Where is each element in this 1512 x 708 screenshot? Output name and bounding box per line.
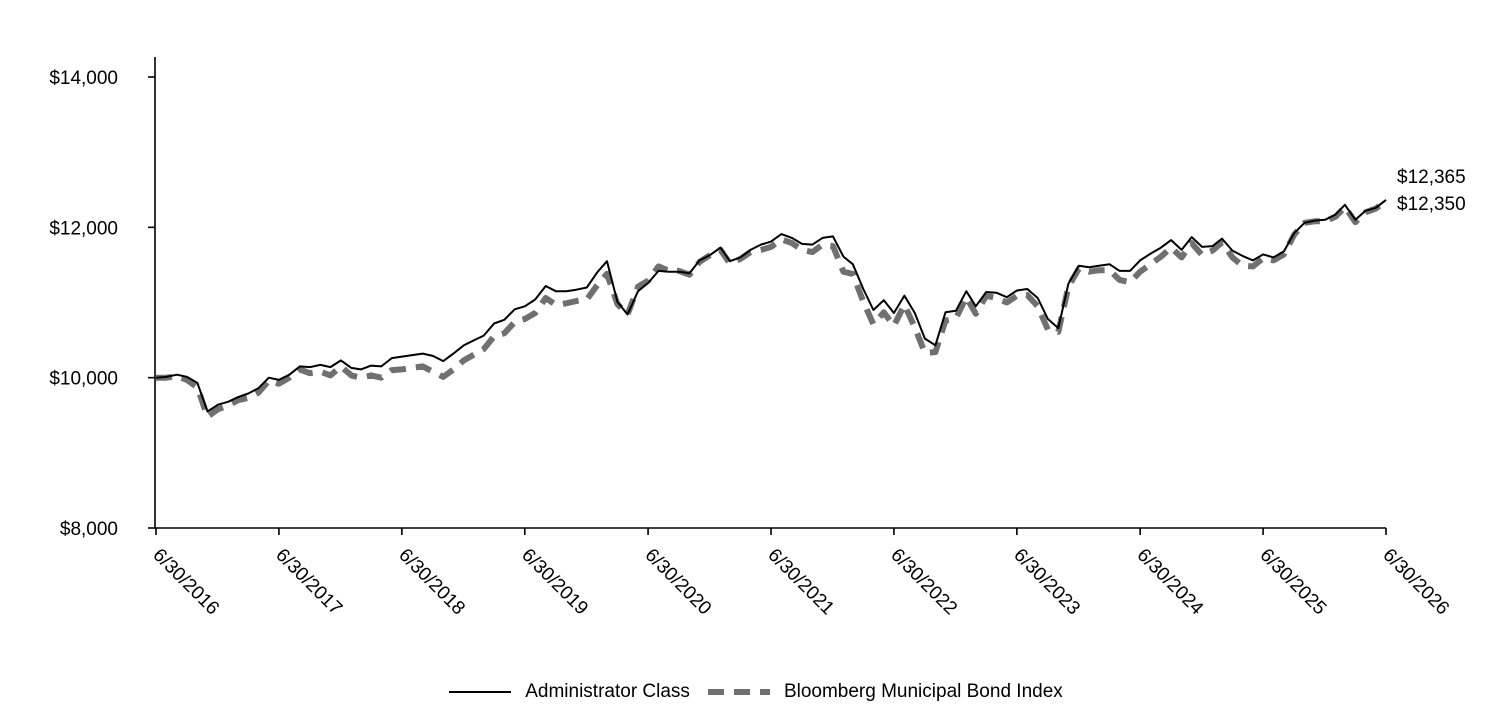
legend-item-administrator-class: Administrator Class [449,681,690,703]
legend-label: Bloomberg Municipal Bond Index [783,681,1063,702]
legend-swatch-solid [449,691,512,693]
y-tick-label: $8,000 [60,519,118,540]
x-tick-label: 6/30/2026 [1378,545,1453,620]
legend: Administrator Class Bloomberg Municipal … [0,676,1512,708]
x-tick-label: 6/30/2017 [271,545,346,620]
x-tick-label: 6/30/2021 [763,545,838,620]
y-tick-label: $14,000 [49,68,118,89]
x-tick-label: 6/30/2024 [1133,545,1208,620]
x-tick-label: 6/30/2023 [1009,545,1084,620]
series-line-bloomberg-municipal-bond-index [156,198,1388,420]
x-tick-label: 6/30/2016 [148,545,223,620]
x-tick-label: 6/30/2019 [517,545,592,620]
legend-item-bloomberg-municipal-bond-index: Bloomberg Municipal Bond Index [707,681,1063,703]
end-value-label: $12,365 [1397,167,1466,188]
y-axis: $8,000 $10,000 $12,000 $14,000 [49,57,156,540]
x-tick-label: 6/30/2025 [1256,545,1331,620]
series-line-administrator-class [155,199,1387,413]
x-tick-label: 6/30/2020 [641,545,716,620]
line-chart: $8,000$10,000$12,000$14,000 6/30/2016 6/3… [49,57,1466,620]
y-tick-label: $12,000 [49,218,118,239]
x-tick-label: 6/30/2022 [886,545,961,620]
end-value-label: $12,350 [1397,194,1466,215]
end-labels: $12,365 $12,350 [1397,167,1466,215]
series-lines [155,198,1388,420]
x-tick-label: 6/30/2018 [394,545,469,620]
legend-swatch-dashed [707,689,770,695]
y-tick-label: $10,000 [49,369,118,390]
legend-label: Administrator Class [525,681,690,702]
x-axis: 6/30/2016 6/30/2017 6/30/2018 6/30/2019 6/30… [148,527,1453,620]
